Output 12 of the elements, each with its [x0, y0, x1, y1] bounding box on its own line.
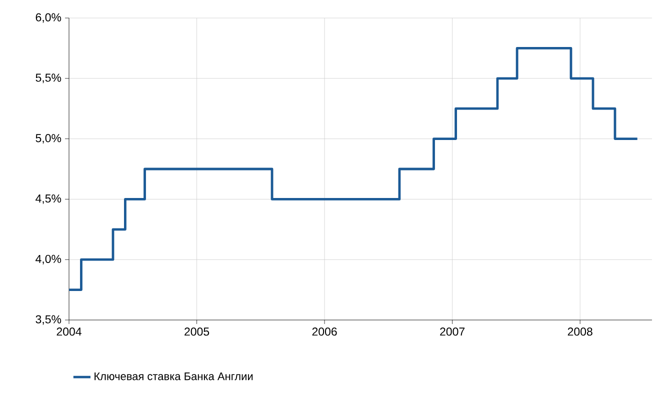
y-tick-label: 3,5% [36, 315, 62, 325]
x-tick-label: 2005 [184, 328, 210, 336]
x-tick-label: 2007 [440, 328, 465, 336]
y-tick-label: 5,0% [36, 134, 62, 144]
y-tick-label: 4,5% [36, 194, 62, 204]
x-tick-label: 2004 [56, 328, 82, 336]
x-tick-label: 2006 [312, 328, 337, 336]
y-tick-label: 4,0% [36, 254, 62, 264]
legend-label: Ключевая ставка Банка Англии [94, 372, 253, 380]
y-tick-label: 6,0% [36, 13, 62, 23]
y-tick-label: 5,5% [36, 74, 62, 84]
x-tick-label: 2008 [568, 328, 592, 336]
